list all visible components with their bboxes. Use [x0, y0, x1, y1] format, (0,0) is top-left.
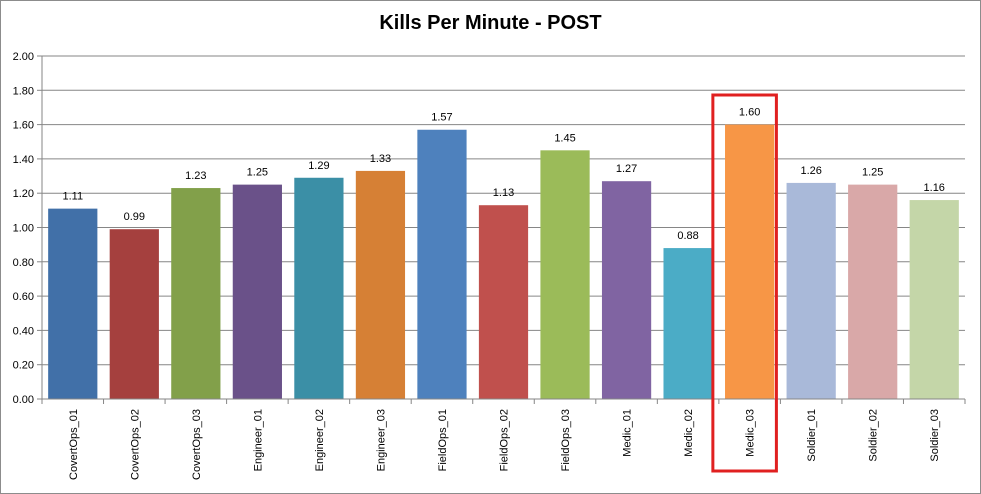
data-label: 1.57 [431, 112, 452, 124]
x-tick-label: CovertOps_03 [191, 409, 203, 480]
bars [48, 124, 959, 399]
bar-fieldops-02 [478, 205, 529, 399]
data-label: 0.88 [677, 230, 698, 242]
y-tick-label: 0.40 [13, 325, 34, 337]
x-tick-label: Medic_01 [622, 409, 634, 457]
data-label: 1.25 [862, 167, 883, 179]
x-axis: CovertOps_01 CovertOps_02 CovertOps_03 Engi… [41, 398, 966, 480]
data-label: 1.26 [800, 165, 821, 177]
y-tick-label: 0.00 [13, 394, 34, 406]
chart-title: Kills Per Minute - POST [379, 12, 602, 34]
data-label: 1.29 [308, 160, 329, 172]
x-tick-label: Engineer_01 [252, 409, 264, 471]
bar-engineer-02 [294, 177, 344, 399]
data-label: 1.25 [247, 167, 268, 179]
data-labels: 1.11 0.99 1.23 1.25 1.29 1.33 1.57 1.13 1.45 1.27… [62, 107, 944, 242]
x-tick-label: FieldOps_01 [437, 409, 449, 471]
data-label: 1.11 [62, 191, 83, 203]
data-label: 1.33 [370, 153, 391, 165]
y-tick-label: 2.00 [13, 51, 34, 63]
x-tick-label: FieldOps_03 [560, 409, 572, 471]
bar-medic-01 [601, 181, 652, 399]
y-tick-label: 1.40 [13, 154, 34, 166]
x-tick-label: CovertOps_01 [68, 409, 80, 480]
y-tick-label: 1.80 [13, 85, 34, 97]
x-tick-label: Soldier_03 [929, 409, 941, 462]
highlight-box [711, 93, 778, 473]
x-tick-label: Soldier_02 [868, 409, 880, 462]
data-label: 0.99 [124, 211, 145, 223]
x-tick-label: FieldOps_02 [499, 409, 511, 471]
x-tick-label: Medic_02 [683, 409, 695, 457]
x-tick-label: CovertOps_02 [129, 409, 141, 480]
y-tick-label: 0.80 [13, 257, 34, 269]
data-label: 1.16 [924, 182, 945, 194]
x-tick-label: Engineer_03 [375, 409, 387, 471]
y-tick-label: 1.00 [13, 223, 34, 235]
bar-medic-02 [663, 248, 713, 399]
bar-engineer-01 [232, 184, 282, 399]
x-tick-label: Soldier_01 [806, 409, 818, 462]
x-tick-label: Medic_03 [745, 409, 757, 457]
y-axis: 0.00 0.20 0.40 0.60 0.80 1.00 1.20 1.40 1.60 1.80… [13, 51, 43, 406]
bar-soldier-01 [786, 182, 836, 399]
data-label: 1.60 [739, 107, 760, 119]
y-tick-label: 0.20 [13, 360, 34, 372]
bar-soldier-03 [909, 200, 959, 399]
x-tick-label: Engineer_02 [314, 409, 326, 471]
bar-covertops-02 [109, 229, 159, 399]
bar-medic-03 [725, 124, 775, 399]
y-tick-label: 1.20 [13, 188, 34, 200]
data-label: 1.45 [554, 132, 575, 144]
bar-fieldops-03 [540, 150, 590, 399]
data-label: 1.27 [616, 163, 637, 175]
y-tick-label: 0.60 [13, 291, 34, 303]
bar-covertops-01 [48, 208, 98, 399]
bar-covertops-03 [171, 188, 221, 399]
highlight [711, 93, 778, 473]
bar-fieldops-01 [417, 129, 467, 399]
data-label: 1.23 [185, 170, 206, 182]
y-tick-label: 1.60 [13, 120, 34, 132]
data-label: 1.13 [493, 187, 514, 199]
bar-engineer-03 [355, 170, 406, 399]
bar-soldier-02 [848, 184, 898, 399]
